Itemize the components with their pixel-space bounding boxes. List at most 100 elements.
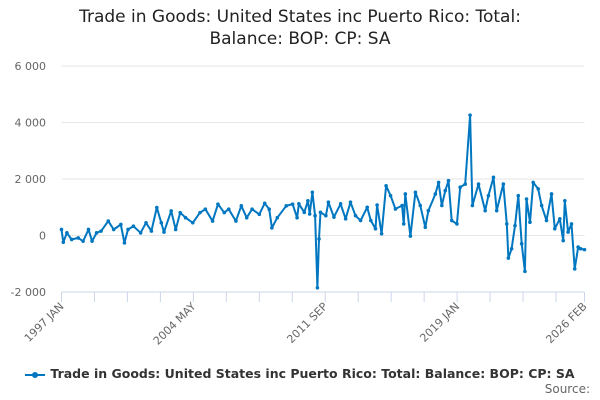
data-point: [159, 220, 164, 225]
data-point: [563, 198, 567, 203]
y-tick-label: 6 000: [15, 60, 47, 73]
data-point: [504, 222, 509, 226]
data-point: [486, 193, 491, 198]
data-point: [90, 239, 94, 243]
data-point: [226, 207, 231, 212]
data-point: [523, 269, 527, 274]
data-point: [338, 202, 343, 206]
data-point: [519, 241, 524, 246]
data-point: [369, 218, 373, 223]
data-point: [413, 190, 418, 195]
data-point: [423, 225, 428, 230]
data-point: [122, 241, 127, 245]
data-point: [393, 207, 398, 211]
data-point: [426, 208, 431, 213]
data-point: [310, 190, 315, 195]
data-point: [373, 226, 378, 231]
data-point: [384, 183, 388, 188]
data-point: [111, 227, 116, 232]
data-point: [576, 245, 580, 249]
data-point: [61, 240, 66, 245]
x-tick-label: 2004 MAY: [151, 300, 199, 348]
data-point: [353, 213, 358, 218]
data-point: [561, 238, 566, 243]
data-point: [436, 180, 441, 185]
data-point: [307, 212, 312, 216]
data-point: [332, 215, 336, 219]
data-point: [144, 220, 148, 225]
data-point: [544, 218, 549, 223]
data-point: [549, 192, 554, 196]
y-tick-label: 0: [39, 230, 46, 243]
data-point: [257, 212, 262, 217]
data-point: [295, 215, 299, 220]
x-tick-label: 2011 SEP: [284, 300, 330, 346]
data-point: [290, 202, 295, 206]
data-point: [470, 203, 475, 208]
x-tick-label: 2026 FEB: [543, 300, 589, 346]
legend-item[interactable]: Trade in Goods: United States inc Puerto…: [0, 366, 600, 381]
data-point: [343, 217, 348, 221]
data-point: [69, 237, 74, 242]
data-point: [203, 207, 208, 212]
data-point: [418, 203, 423, 208]
data-point: [81, 239, 85, 243]
data-point: [528, 220, 532, 225]
data-point: [99, 229, 103, 233]
data-point: [59, 227, 64, 232]
data-point: [365, 205, 370, 210]
data-point: [433, 192, 438, 196]
series-line: [60, 114, 585, 289]
data-point: [536, 187, 541, 191]
data-point: [572, 267, 577, 271]
data-point: [162, 230, 166, 234]
data-point: [313, 213, 317, 218]
data-point: [315, 285, 320, 290]
data-point: [198, 210, 202, 215]
source-label: Source:: [544, 382, 590, 396]
data-point: [578, 246, 583, 251]
data-point: [401, 222, 406, 226]
data-point: [178, 210, 182, 215]
data-point: [324, 213, 328, 218]
data-point: [250, 207, 254, 212]
data-point: [239, 204, 244, 208]
legend-label: Trade in Goods: United States inc Puerto…: [50, 366, 575, 381]
data-point: [476, 182, 481, 186]
data-point: [76, 236, 81, 240]
data-point: [483, 208, 487, 213]
data-point: [138, 231, 143, 235]
data-point: [244, 215, 249, 220]
data-point: [94, 231, 99, 235]
data-point: [468, 113, 472, 117]
data-point: [569, 222, 574, 226]
data-point: [275, 215, 280, 220]
data-point: [119, 222, 123, 227]
data-point: [317, 237, 321, 241]
data-point: [509, 246, 514, 251]
data-point: [440, 203, 444, 208]
data-point: [458, 185, 462, 189]
data-point: [183, 215, 188, 220]
x-tick-label: 1997 JAN: [22, 300, 67, 345]
data-point: [582, 247, 587, 252]
data-point: [516, 193, 521, 198]
data-point: [306, 198, 310, 203]
data-point: [86, 227, 91, 232]
data-point: [403, 192, 408, 196]
data-point: [494, 208, 499, 213]
data-point: [375, 203, 379, 207]
data-point: [284, 204, 289, 208]
legend-line-marker-icon: [25, 371, 46, 378]
data-point: [446, 178, 451, 183]
data-point: [558, 217, 562, 221]
data-point: [222, 210, 227, 215]
data-point: [449, 218, 454, 223]
y-tick-label: -2 000: [11, 286, 46, 299]
data-point: [267, 207, 272, 212]
data-point: [210, 219, 215, 223]
data-point: [506, 256, 511, 260]
data-point: [513, 223, 517, 228]
data-point: [566, 230, 570, 234]
data-point: [358, 218, 363, 223]
